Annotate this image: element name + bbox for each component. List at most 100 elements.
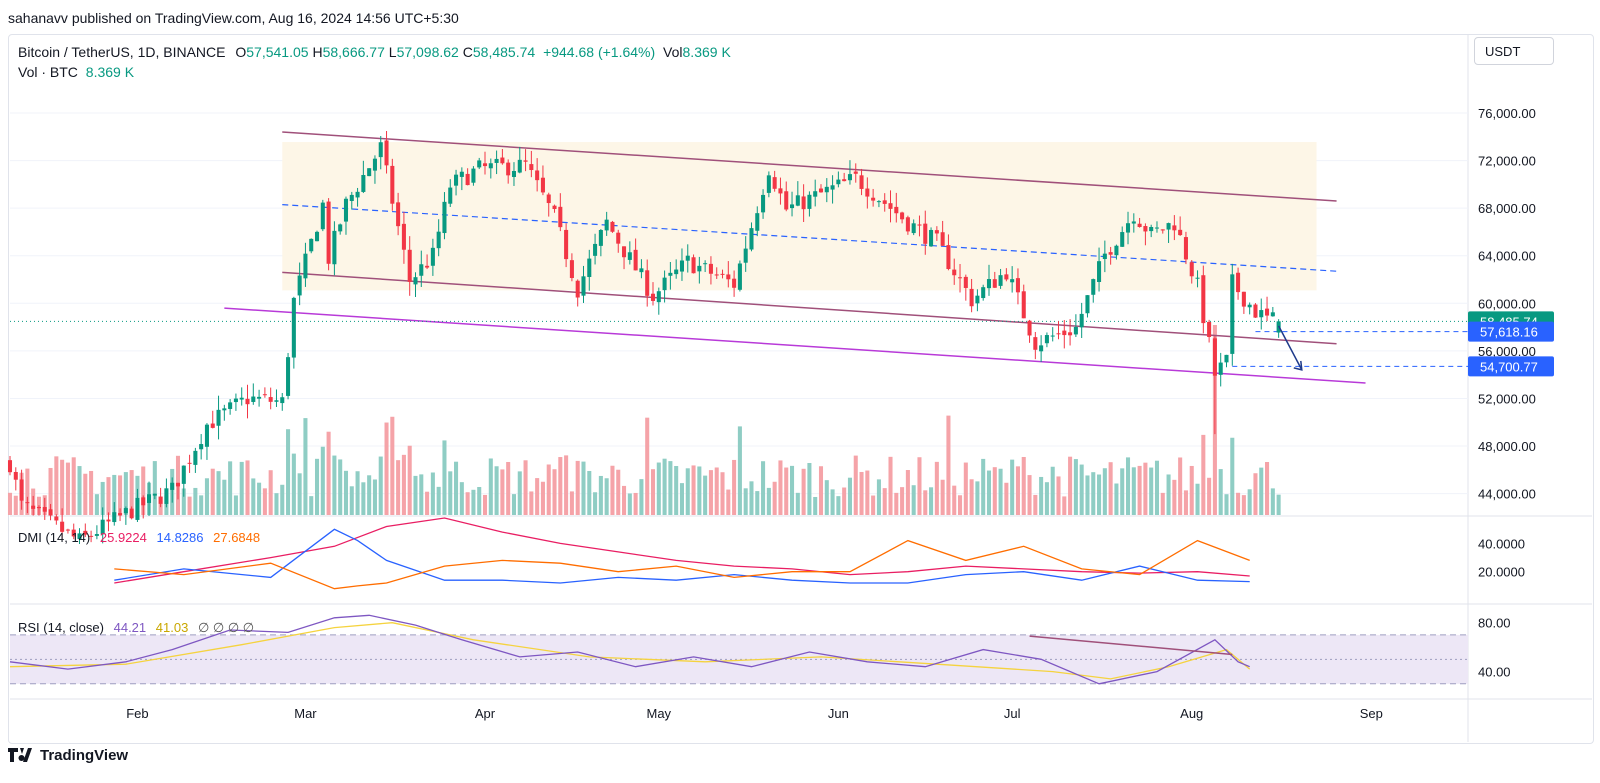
volume-bar [48, 467, 53, 515]
candle-body [77, 533, 82, 540]
volume-bar [332, 455, 337, 515]
projection-arrow-line[interactable] [1277, 325, 1303, 371]
candle-body [291, 297, 296, 358]
candle-body [587, 258, 592, 277]
footer-brand[interactable]: TradingView [40, 746, 129, 764]
candle-body [546, 194, 551, 204]
candle-body [210, 423, 215, 428]
candle-body [274, 400, 279, 402]
candle-body [1114, 245, 1119, 256]
volume-bar [842, 487, 847, 515]
candle-body [940, 232, 945, 246]
candle-body [123, 508, 128, 514]
candle-body [1149, 226, 1154, 232]
volume-bar [228, 461, 233, 515]
volume-bar [233, 495, 238, 515]
dmi-axis-label: 40.0000 [1478, 536, 1525, 551]
volume-bar [338, 459, 343, 515]
candle-body [1224, 354, 1229, 363]
candle-body [1085, 295, 1090, 314]
volume-bar [355, 471, 360, 515]
rsi-axis-label: 40.00 [1478, 665, 1511, 680]
dmi-plus-di-line [114, 528, 1250, 584]
candle-body [633, 249, 638, 271]
candle-body [714, 274, 719, 276]
volume-bar [106, 477, 111, 515]
candle-body [251, 396, 256, 402]
candle-body [743, 248, 748, 263]
volume-bar [598, 475, 603, 515]
candle-body [147, 494, 152, 503]
volume-bar [859, 471, 864, 515]
price-axis-label: 44,000.00 [1478, 487, 1536, 502]
volume-bar [1004, 482, 1009, 515]
volume-indicator-label[interactable]: Vol · BTC [18, 64, 78, 80]
volume-bar [482, 494, 488, 515]
rsi-label[interactable]: RSI (14, close) [18, 620, 104, 635]
volume-bar [813, 496, 818, 515]
volume-bar [204, 478, 209, 515]
candle-body [1207, 321, 1212, 337]
volume-bar [957, 495, 963, 515]
candle-body [413, 277, 418, 285]
candle-body [593, 243, 598, 256]
volume-bar [546, 464, 551, 515]
volume-bar [390, 416, 395, 515]
price-change: +944.68 (+1.64%) [543, 44, 656, 60]
support-line[interactable] [224, 307, 1366, 384]
candle-body [1044, 335, 1049, 344]
price-axis-label: 60,000.00 [1478, 296, 1536, 311]
volume-bar [396, 460, 401, 515]
symbol-name[interactable]: Bitcoin / TetherUS, 1D, BINANCE [18, 44, 226, 60]
currency-button[interactable]: USDT [1474, 37, 1554, 65]
candle-body [847, 174, 852, 181]
volume-bar [1172, 479, 1177, 515]
candle-body [1033, 337, 1038, 350]
volume-bar [1073, 459, 1078, 515]
volume-bar [540, 481, 545, 515]
volume-bar [181, 488, 186, 515]
dmi-axis-label: 20.0000 [1478, 565, 1525, 580]
time-axis-label: Apr [475, 706, 496, 721]
dmi-label[interactable]: DMI (14, 14) [18, 530, 91, 545]
volume-bar [425, 491, 430, 515]
volume-bar [639, 479, 644, 515]
candle-body [326, 201, 331, 264]
candle-body [708, 263, 713, 274]
volume-bar [697, 466, 702, 515]
candle-body [564, 229, 569, 260]
candle-body [801, 196, 806, 210]
candle-body [233, 398, 238, 403]
candle-body [830, 185, 835, 190]
volume-bar [923, 490, 928, 515]
volume-bar [199, 495, 204, 515]
volume-bar [123, 472, 128, 515]
volume-bar [981, 458, 986, 515]
vol-value: 8.369 K [682, 44, 731, 60]
volume-bar [1027, 475, 1032, 515]
volume-bar [141, 466, 146, 515]
tradingview-logo-icon[interactable] [8, 748, 34, 762]
rsi-trendline[interactable] [1029, 635, 1233, 656]
channel-mid-dashed-line[interactable] [282, 204, 1337, 272]
candle-body [228, 402, 233, 409]
candle-body [216, 409, 221, 426]
channel-lower-line[interactable] [282, 271, 1337, 345]
volume-bar [1236, 492, 1241, 515]
candle-body [807, 194, 812, 209]
candle-body [732, 278, 737, 288]
candle-body [1201, 275, 1206, 324]
volume-bar [193, 487, 198, 515]
volume-bar [1160, 492, 1165, 515]
price-tag[interactable] [1468, 321, 1554, 342]
candle-body [1010, 279, 1015, 283]
channel-upper-line[interactable] [282, 131, 1337, 202]
volume-bar [824, 480, 829, 515]
candle-body [262, 394, 267, 396]
candle-body [442, 201, 447, 234]
volume-bar [268, 470, 273, 515]
price-tag[interactable] [1468, 356, 1554, 377]
volume-bar [593, 492, 598, 515]
volume-bar [7, 492, 13, 515]
